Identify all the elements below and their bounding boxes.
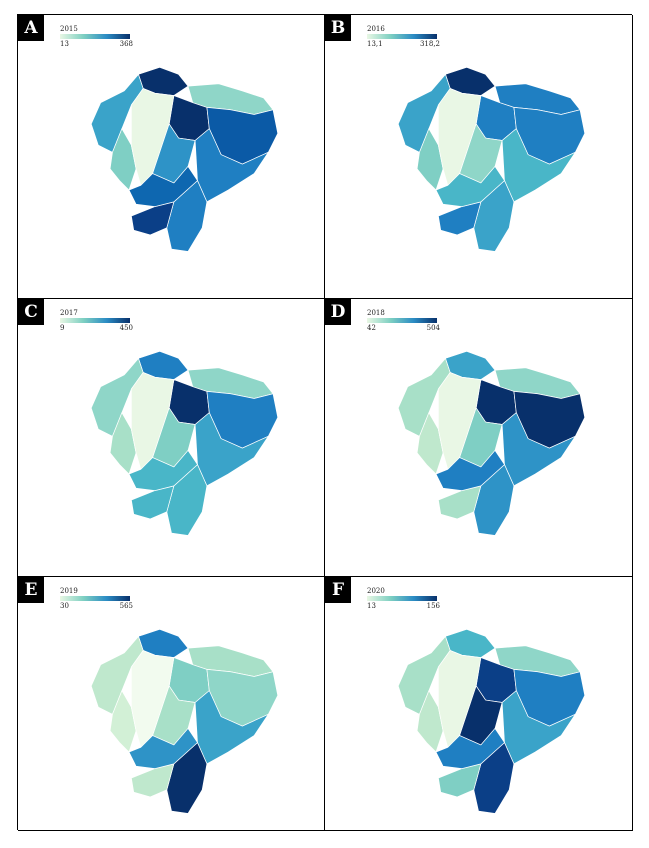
color-legend: 2015 13 368 bbox=[60, 25, 133, 48]
province-west bbox=[90, 73, 144, 153]
ecuador-choropleth-map bbox=[90, 350, 279, 536]
legend-ticks: 13,1 318,2 bbox=[367, 39, 440, 48]
legend-gradient-bar bbox=[367, 596, 437, 601]
panel-letter: D bbox=[325, 299, 351, 325]
province-west bbox=[90, 357, 144, 437]
panel-letter: F bbox=[325, 577, 351, 603]
province-south bbox=[166, 464, 208, 536]
color-legend: 2016 13,1 318,2 bbox=[367, 25, 440, 48]
panel-b: B 2016 13,1 318,2 bbox=[325, 15, 633, 299]
color-legend: 2019 30 565 bbox=[60, 587, 133, 610]
legend-ticks: 42 504 bbox=[367, 323, 440, 332]
color-legend: 2017 9 450 bbox=[60, 309, 133, 332]
legend-min: 30 bbox=[60, 602, 69, 610]
province-center bbox=[128, 165, 198, 207]
ecuador-choropleth-map bbox=[397, 628, 586, 814]
legend-year: 2019 bbox=[60, 587, 78, 595]
legend-max: 504 bbox=[426, 324, 440, 332]
legend-ticks: 30 565 bbox=[60, 601, 133, 610]
province-coast bbox=[416, 689, 444, 753]
legend-year: 2018 bbox=[367, 309, 385, 317]
province-south bbox=[166, 180, 208, 252]
province-south bbox=[473, 464, 515, 536]
legend-min: 42 bbox=[367, 324, 376, 332]
province-coast bbox=[109, 689, 137, 753]
legend-max: 368 bbox=[119, 40, 133, 48]
legend-min: 13,1 bbox=[367, 40, 383, 48]
legend-ticks: 9 450 bbox=[60, 323, 133, 332]
province-west bbox=[397, 635, 451, 715]
panel-d: D 2018 42 504 bbox=[325, 299, 633, 577]
province-center bbox=[128, 449, 198, 491]
panel-letter: A bbox=[18, 15, 44, 41]
province-west bbox=[397, 357, 451, 437]
province-south bbox=[473, 180, 515, 252]
ecuador-choropleth-map bbox=[397, 350, 586, 536]
ecuador-choropleth-map bbox=[397, 66, 586, 252]
color-legend: 2018 42 504 bbox=[367, 309, 440, 332]
province-coast bbox=[109, 411, 137, 475]
legend-max: 156 bbox=[426, 602, 440, 610]
legend-year: 2020 bbox=[367, 587, 385, 595]
legend-year: 2017 bbox=[60, 309, 78, 317]
figure-grid: A 2015 13 368 B 2016 13,1 318,2 C 2017 9 450 D 201… bbox=[17, 14, 633, 831]
province-south bbox=[166, 742, 208, 814]
legend-gradient-bar bbox=[367, 34, 437, 39]
province-center bbox=[128, 727, 198, 769]
legend-gradient-bar bbox=[60, 34, 130, 39]
ecuador-choropleth-map bbox=[90, 628, 279, 814]
legend-max: 565 bbox=[119, 602, 133, 610]
panel-f: F 2020 13 156 bbox=[325, 577, 633, 831]
legend-year: 2016 bbox=[367, 25, 385, 33]
panel-letter: B bbox=[325, 15, 351, 41]
legend-max: 318,2 bbox=[419, 40, 440, 48]
legend-ticks: 13 368 bbox=[60, 39, 133, 48]
panel-letter: C bbox=[18, 299, 44, 325]
legend-min: 13 bbox=[60, 40, 69, 48]
legend-max: 450 bbox=[119, 324, 133, 332]
province-coast bbox=[416, 411, 444, 475]
province-west bbox=[90, 635, 144, 715]
province-south bbox=[473, 742, 515, 814]
legend-year: 2015 bbox=[60, 25, 78, 33]
province-coast bbox=[109, 127, 137, 191]
panel-c: C 2017 9 450 bbox=[18, 299, 325, 577]
legend-gradient-bar bbox=[60, 318, 130, 323]
province-coast bbox=[416, 127, 444, 191]
legend-min: 13 bbox=[367, 602, 376, 610]
province-center bbox=[435, 727, 505, 769]
province-center bbox=[435, 449, 505, 491]
ecuador-choropleth-map bbox=[90, 66, 279, 252]
legend-ticks: 13 156 bbox=[367, 601, 440, 610]
legend-min: 9 bbox=[60, 324, 65, 332]
panel-letter: E bbox=[18, 577, 44, 603]
panel-a: A 2015 13 368 bbox=[18, 15, 325, 299]
province-west bbox=[397, 73, 451, 153]
legend-gradient-bar bbox=[367, 318, 437, 323]
legend-gradient-bar bbox=[60, 596, 130, 601]
panel-e: E 2019 30 565 bbox=[18, 577, 325, 831]
color-legend: 2020 13 156 bbox=[367, 587, 440, 610]
province-center bbox=[435, 165, 505, 207]
